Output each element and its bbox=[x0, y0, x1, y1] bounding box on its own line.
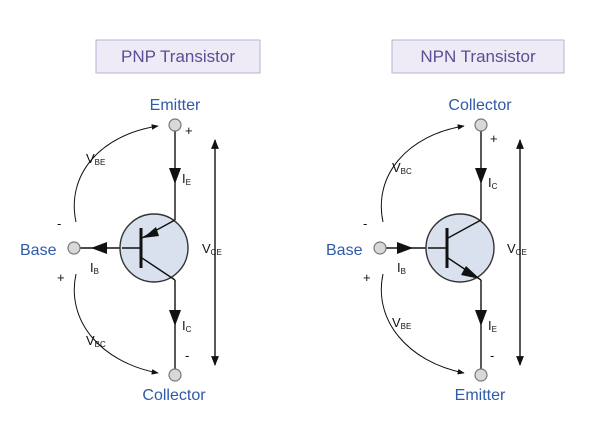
npn-top-sign: + bbox=[490, 131, 498, 146]
pnp-collector-current-arrow bbox=[169, 310, 181, 326]
pnp-collector-lead bbox=[141, 257, 176, 281]
pnp-base-terminal bbox=[67, 241, 81, 255]
pnp-collector-current-label: IC bbox=[182, 318, 192, 334]
npn-title-box bbox=[391, 39, 565, 74]
npn-title: NPN Transistor bbox=[420, 47, 536, 66]
pnp-emitter-label: Emitter bbox=[150, 97, 201, 114]
npn-vbe-label: VBE bbox=[392, 315, 411, 331]
pnp-base-current-label: IB bbox=[90, 260, 99, 276]
npn-base-terminal bbox=[373, 241, 387, 255]
pnp-emitter-terminal bbox=[168, 118, 182, 132]
pnp-collector-terminal bbox=[168, 368, 182, 382]
npn-vbe-arc bbox=[380, 273, 465, 375]
npn-section: NPN Transistor Collector Emitter Base IC… bbox=[326, 39, 565, 404]
npn-transistor-symbol bbox=[425, 213, 495, 283]
pnp-section: PNP Transistor Emitter Collector Base IE… bbox=[20, 39, 261, 404]
pnp-title-box bbox=[95, 39, 261, 74]
npn-emitter-terminal bbox=[474, 368, 488, 382]
npn-base-current-arrow bbox=[397, 242, 413, 254]
pnp-vce-label: VCE bbox=[202, 241, 222, 257]
pnp-vbe-label: VBE bbox=[86, 151, 105, 167]
npn-base-label: Base bbox=[326, 242, 363, 259]
npn-emitter-arrow bbox=[461, 266, 480, 279]
pnp-emitter-current-label: IE bbox=[182, 171, 191, 187]
npn-bottom-sign: - bbox=[490, 348, 494, 363]
pnp-bottom-sign: - bbox=[185, 348, 189, 363]
pnp-base-label: Base bbox=[20, 242, 57, 259]
pnp-vbc-arc bbox=[73, 273, 159, 375]
pnp-collector-label: Collector bbox=[142, 387, 206, 404]
npn-vce-label: VCE bbox=[507, 241, 527, 257]
npn-collector-current-arrow bbox=[475, 168, 487, 184]
npn-emitter-label: Emitter bbox=[455, 387, 506, 404]
npn-base-current-label: IB bbox=[397, 260, 406, 276]
npn-emitter-current-arrow bbox=[475, 310, 487, 326]
pnp-transistor-symbol bbox=[119, 213, 189, 283]
pnp-vbc-label: VBC bbox=[86, 333, 106, 349]
pnp-top-sign: + bbox=[185, 123, 193, 138]
pnp-base-current-arrow bbox=[91, 242, 107, 254]
npn-collector-label: Collector bbox=[448, 97, 512, 114]
npn-vbc-label: VBC bbox=[392, 160, 412, 176]
npn-base-lower-sign: + bbox=[363, 270, 371, 285]
pnp-base-lower-sign: + bbox=[57, 270, 65, 285]
npn-collector-current-label: IC bbox=[488, 175, 498, 191]
npn-emitter-current-label: IE bbox=[488, 318, 497, 334]
npn-vbc-arc bbox=[380, 124, 465, 223]
pnp-emitter-current-arrow bbox=[169, 168, 181, 184]
pnp-base-upper-sign: - bbox=[57, 216, 61, 231]
pnp-emitter-arrow bbox=[143, 227, 159, 238]
npn-base-upper-sign: - bbox=[363, 216, 367, 231]
pnp-title: PNP Transistor bbox=[121, 47, 235, 66]
pnp-vbe-arc bbox=[73, 124, 159, 223]
npn-collector-terminal bbox=[474, 118, 488, 132]
npn-collector-lead bbox=[447, 219, 482, 239]
